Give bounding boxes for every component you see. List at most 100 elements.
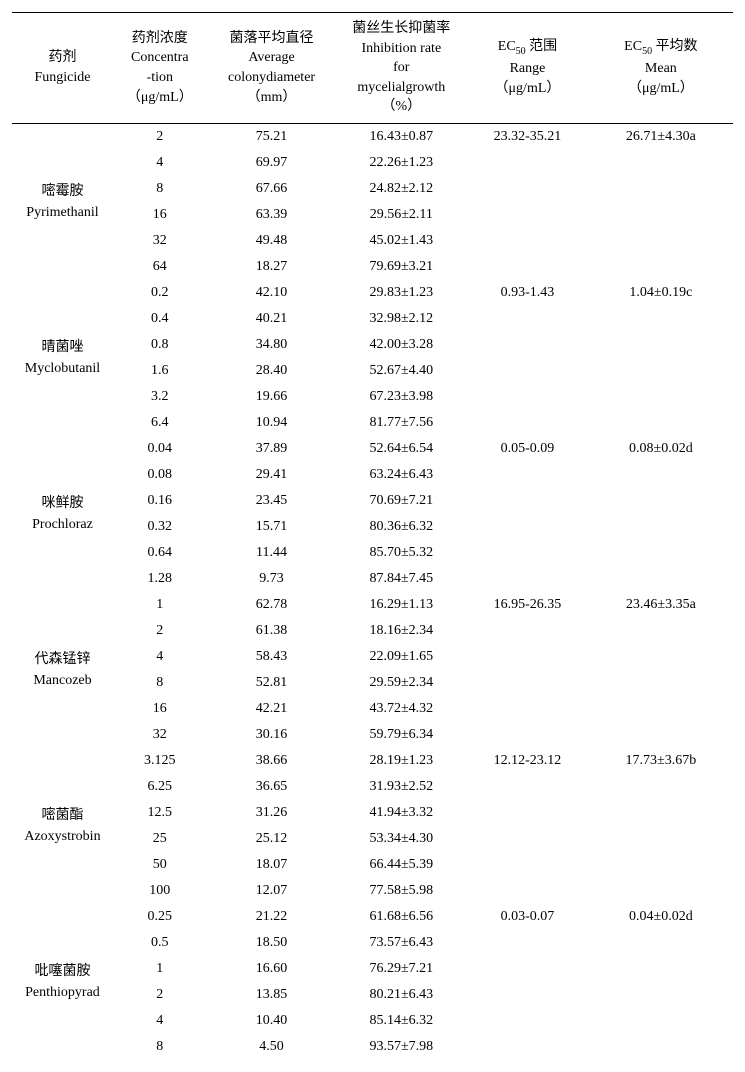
col-concentration: 药剂浓度 Concentra -tion （μg/mL）	[113, 13, 207, 124]
ec50-mean-empty	[589, 930, 733, 1060]
ec50-mean-empty	[589, 462, 733, 592]
inhibition-cell: 93.57±7.98	[336, 1034, 466, 1060]
conc-cell: 3.2	[113, 384, 207, 410]
fungicide-cell: 晴菌唑Myclobutanil	[12, 280, 113, 436]
ec50-range-cell: 12.12-23.12	[466, 748, 589, 774]
inhibition-cell: 67.23±3.98	[336, 384, 466, 410]
ec50-range-cell: 0.03-0.07	[466, 904, 589, 930]
conc-cell: 25	[113, 826, 207, 852]
diameter-cell: 34.80	[207, 332, 337, 358]
ec50-mean-cell: 23.46±3.35a	[589, 592, 733, 618]
diameter-cell: 58.43	[207, 644, 337, 670]
conc-cell: 0.4	[113, 306, 207, 332]
col-ec50-range: EC50 范围 Range （μg/mL）	[466, 13, 589, 124]
table-row: 嘧菌酯Azoxystrobin3.12538.6628.19±1.2312.12…	[12, 748, 733, 774]
inhibition-cell: 85.70±5.32	[336, 540, 466, 566]
conc-cell: 6.25	[113, 774, 207, 800]
conc-cell: 64	[113, 254, 207, 280]
conc-cell: 16	[113, 202, 207, 228]
diameter-cell: 69.97	[207, 150, 337, 176]
conc-cell: 3.125	[113, 748, 207, 774]
table-body: 嘧霉胺Pyrimethanil275.2116.43±0.8723.32-35.…	[12, 123, 733, 1060]
diameter-cell: 11.44	[207, 540, 337, 566]
conc-cell: 32	[113, 228, 207, 254]
diameter-cell: 62.78	[207, 592, 337, 618]
conc-cell: 4	[113, 150, 207, 176]
ec50-range-cell: 0.93-1.43	[466, 280, 589, 306]
inhibition-cell: 31.93±2.52	[336, 774, 466, 800]
diameter-cell: 52.81	[207, 670, 337, 696]
conc-cell: 0.32	[113, 514, 207, 540]
conc-cell: 6.4	[113, 410, 207, 436]
diameter-cell: 63.39	[207, 202, 337, 228]
ec50-range-empty	[466, 774, 589, 904]
inhibition-cell: 81.77±7.56	[336, 410, 466, 436]
conc-cell: 1	[113, 956, 207, 982]
conc-cell: 1	[113, 592, 207, 618]
fungicide-table: 药剂 Fungicide 药剂浓度 Concentra -tion （μg/mL…	[12, 12, 733, 1060]
inhibition-cell: 43.72±4.32	[336, 696, 466, 722]
ec50-range-cell: 16.95-26.35	[466, 592, 589, 618]
fungicide-cell: 咪鲜胺Prochloraz	[12, 436, 113, 592]
conc-cell: 2	[113, 123, 207, 150]
table-row: 6.2536.6531.93±2.52	[12, 774, 733, 800]
inhibition-cell: 52.64±6.54	[336, 436, 466, 462]
conc-cell: 16	[113, 696, 207, 722]
diameter-cell: 36.65	[207, 774, 337, 800]
table-row: 代森锰锌Mancozeb162.7816.29±1.1316.95-26.352…	[12, 592, 733, 618]
inhibition-cell: 22.26±1.23	[336, 150, 466, 176]
inhibition-cell: 29.56±2.11	[336, 202, 466, 228]
col-inhibition: 菌丝生长抑菌率 Inhibition rate for mycelialgrow…	[336, 13, 466, 124]
inhibition-cell: 29.59±2.34	[336, 670, 466, 696]
conc-cell: 8	[113, 670, 207, 696]
inhibition-cell: 85.14±6.32	[336, 1008, 466, 1034]
conc-cell: 4	[113, 1008, 207, 1034]
diameter-cell: 25.12	[207, 826, 337, 852]
table-row: 嘧霉胺Pyrimethanil275.2116.43±0.8723.32-35.…	[12, 123, 733, 150]
ec50-mean-cell: 0.08±0.02d	[589, 436, 733, 462]
inhibition-cell: 80.36±6.32	[336, 514, 466, 540]
diameter-cell: 15.71	[207, 514, 337, 540]
inhibition-cell: 66.44±5.39	[336, 852, 466, 878]
inhibition-cell: 70.69±7.21	[336, 488, 466, 514]
fungicide-cell: 嘧菌酯Azoxystrobin	[12, 748, 113, 904]
inhibition-cell: 24.82±2.12	[336, 176, 466, 202]
diameter-cell: 19.66	[207, 384, 337, 410]
conc-cell: 8	[113, 1034, 207, 1060]
table-row: 吡噻菌胺Penthiopyrad0.2521.2261.68±6.560.03-…	[12, 904, 733, 930]
table-row: 261.3818.16±2.34	[12, 618, 733, 644]
diameter-cell: 12.07	[207, 878, 337, 904]
table-row: 0.0829.4163.24±6.43	[12, 462, 733, 488]
fungicide-cell: 代森锰锌Mancozeb	[12, 592, 113, 748]
conc-cell: 0.04	[113, 436, 207, 462]
ec50-range-empty	[466, 930, 589, 1060]
table-header-row: 药剂 Fungicide 药剂浓度 Concentra -tion （μg/mL…	[12, 13, 733, 124]
conc-cell: 0.5	[113, 930, 207, 956]
inhibition-cell: 32.98±2.12	[336, 306, 466, 332]
conc-cell: 2	[113, 982, 207, 1008]
conc-cell: 32	[113, 722, 207, 748]
diameter-cell: 23.45	[207, 488, 337, 514]
inhibition-cell: 61.68±6.56	[336, 904, 466, 930]
diameter-cell: 42.10	[207, 280, 337, 306]
conc-cell: 0.8	[113, 332, 207, 358]
diameter-cell: 10.94	[207, 410, 337, 436]
inhibition-cell: 59.79±6.34	[336, 722, 466, 748]
diameter-cell: 31.26	[207, 800, 337, 826]
inhibition-cell: 16.43±0.87	[336, 123, 466, 150]
table-row: 咪鲜胺Prochloraz0.0437.8952.64±6.540.05-0.0…	[12, 436, 733, 462]
ec50-mean-cell: 26.71±4.30a	[589, 123, 733, 150]
fungicide-cell: 嘧霉胺Pyrimethanil	[12, 123, 113, 280]
conc-cell: 50	[113, 852, 207, 878]
conc-cell: 12.5	[113, 800, 207, 826]
inhibition-cell: 45.02±1.43	[336, 228, 466, 254]
ec50-range-empty	[466, 150, 589, 280]
conc-cell: 0.08	[113, 462, 207, 488]
diameter-cell: 37.89	[207, 436, 337, 462]
table-row: 晴菌唑Myclobutanil0.242.1029.83±1.230.93-1.…	[12, 280, 733, 306]
diameter-cell: 10.40	[207, 1008, 337, 1034]
diameter-cell: 9.73	[207, 566, 337, 592]
ec50-mean-cell: 0.04±0.02d	[589, 904, 733, 930]
diameter-cell: 38.66	[207, 748, 337, 774]
diameter-cell: 49.48	[207, 228, 337, 254]
